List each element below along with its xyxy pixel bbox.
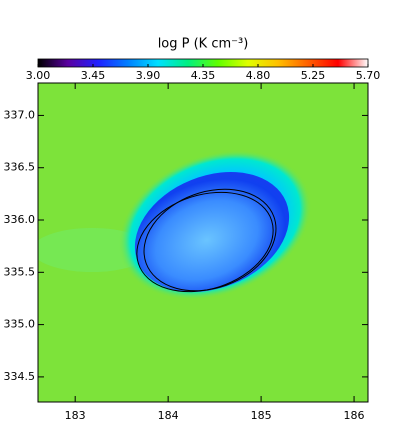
- x-tick-label: 184: [158, 409, 179, 422]
- colorbar-tick-label: 4.35: [191, 69, 216, 82]
- y-tick-label: 336.0: [4, 213, 36, 226]
- colorbar-tick-label: 3.45: [81, 69, 106, 82]
- y-tick-label: 334.5: [4, 370, 36, 383]
- y-tick-label: 335.0: [4, 318, 36, 331]
- colorbar-tick-label: 4.80: [246, 69, 271, 82]
- x-tick-label: 186: [344, 409, 365, 422]
- colorbar-tick-label: 3.00: [26, 69, 51, 82]
- colorbar-tick-label: 5.25: [301, 69, 326, 82]
- y-tick-label: 337.0: [4, 108, 36, 121]
- y-tick-label: 336.5: [4, 161, 36, 174]
- colorbar-tick-label: 3.90: [136, 69, 161, 82]
- plot-frame: [37, 82, 369, 403]
- heatmap-image: [38, 83, 368, 402]
- chart-title: log P (K cm⁻³): [158, 37, 249, 52]
- y-tick-label: 335.5: [4, 265, 36, 278]
- x-tick-label: 185: [251, 409, 272, 422]
- x-tick-label: 183: [65, 409, 86, 422]
- colorbar-tick-label: 5.70: [356, 69, 381, 82]
